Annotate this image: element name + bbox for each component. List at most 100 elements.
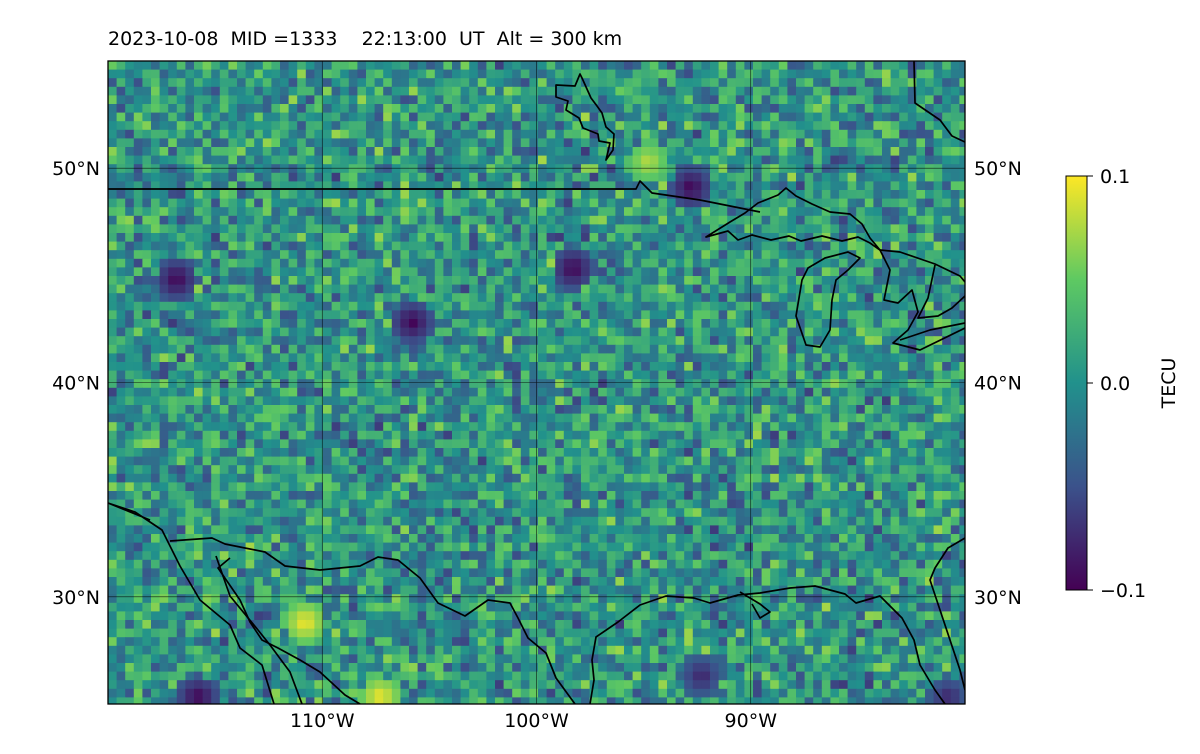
tec-cell bbox=[925, 439, 935, 449]
tec-cell bbox=[108, 138, 118, 148]
tec-cell bbox=[417, 250, 427, 260]
tec-cell bbox=[753, 482, 763, 492]
tec-cell bbox=[245, 121, 255, 131]
tec-cell bbox=[581, 121, 591, 131]
tec-cell bbox=[159, 121, 169, 131]
tec-cell bbox=[899, 155, 909, 165]
tec-cell bbox=[916, 310, 926, 320]
tec-cell bbox=[624, 284, 634, 294]
tec-cell bbox=[245, 387, 255, 397]
tec-cell bbox=[477, 198, 487, 208]
tec-cell bbox=[624, 276, 634, 286]
tec-cell bbox=[796, 138, 806, 148]
tec-cell bbox=[942, 147, 952, 157]
tec-cell bbox=[426, 422, 436, 432]
tec-cell bbox=[675, 473, 685, 483]
tec-cell bbox=[813, 465, 823, 475]
tec-cell bbox=[520, 95, 530, 105]
tec-cell bbox=[813, 86, 823, 96]
tec-cell bbox=[950, 284, 960, 294]
tec-cell bbox=[262, 301, 272, 311]
tec-cell bbox=[391, 190, 401, 200]
tec-cell bbox=[649, 482, 659, 492]
tec-cell bbox=[400, 370, 410, 380]
tec-cell bbox=[856, 147, 866, 157]
tec-cell bbox=[649, 155, 659, 165]
tec-cell bbox=[701, 310, 711, 320]
tec-cell bbox=[520, 190, 530, 200]
tec-cell bbox=[125, 301, 135, 311]
tec-cell bbox=[735, 129, 745, 139]
tec-cell bbox=[348, 267, 358, 277]
tec-cell bbox=[512, 422, 522, 432]
tec-cell bbox=[761, 86, 771, 96]
tec-cell bbox=[882, 276, 892, 286]
tec-cell bbox=[374, 413, 384, 423]
tec-cell bbox=[452, 439, 462, 449]
tec-cell bbox=[675, 456, 685, 466]
tec-cell bbox=[400, 456, 410, 466]
tec-cell bbox=[804, 482, 814, 492]
tec-cell bbox=[452, 327, 462, 337]
tec-cell bbox=[624, 267, 634, 277]
tec-cell bbox=[632, 86, 642, 96]
tec-cell bbox=[572, 293, 582, 303]
tec-cell bbox=[701, 121, 711, 131]
tec-cell bbox=[469, 293, 479, 303]
tec-cell bbox=[512, 353, 522, 363]
tec-cell bbox=[907, 250, 917, 260]
tec-cell bbox=[426, 104, 436, 114]
tec-cell bbox=[864, 138, 874, 148]
tec-cell bbox=[770, 198, 780, 208]
tec-cell bbox=[778, 86, 788, 96]
tec-cell bbox=[563, 293, 573, 303]
tec-cell bbox=[348, 310, 358, 320]
tec-cell bbox=[254, 61, 264, 71]
tec-cell bbox=[280, 482, 290, 492]
tec-cell bbox=[581, 396, 591, 406]
tec-cell bbox=[245, 233, 255, 243]
tec-cell bbox=[598, 413, 608, 423]
tec-cell bbox=[925, 473, 935, 483]
tec-cell bbox=[641, 138, 651, 148]
tec-cell bbox=[692, 319, 702, 329]
tec-cell bbox=[796, 473, 806, 483]
tec-cell bbox=[839, 138, 849, 148]
tec-cell bbox=[882, 327, 892, 337]
tec-cell bbox=[348, 190, 358, 200]
tec-cell bbox=[323, 276, 333, 286]
tec-cell bbox=[907, 233, 917, 243]
tec-cell bbox=[219, 61, 229, 71]
tec-cell bbox=[873, 258, 883, 268]
tec-cell bbox=[839, 344, 849, 354]
tec-cell bbox=[503, 473, 513, 483]
tec-cell bbox=[615, 276, 625, 286]
tec-cell bbox=[606, 422, 616, 432]
tec-cell bbox=[254, 336, 264, 346]
tec-cell bbox=[185, 138, 195, 148]
tec-cell bbox=[572, 258, 582, 268]
tec-cell bbox=[383, 456, 393, 466]
tec-cell bbox=[116, 164, 126, 174]
tec-cell bbox=[357, 456, 367, 466]
tec-cell bbox=[813, 250, 823, 260]
tec-cell bbox=[615, 258, 625, 268]
tec-cell bbox=[727, 379, 737, 389]
tec-cell bbox=[477, 439, 487, 449]
tec-cell bbox=[168, 465, 178, 475]
tec-cell bbox=[262, 190, 272, 200]
tec-cell bbox=[615, 284, 625, 294]
tec-cell bbox=[890, 147, 900, 157]
tec-cell bbox=[383, 319, 393, 329]
tec-cell bbox=[916, 181, 926, 191]
tec-cell bbox=[409, 473, 419, 483]
tec-cell bbox=[856, 379, 866, 389]
tec-cell bbox=[718, 370, 728, 380]
tec-cell bbox=[925, 405, 935, 415]
tec-cell bbox=[409, 215, 419, 225]
tec-cell bbox=[667, 95, 677, 105]
tec-cell bbox=[331, 104, 341, 114]
tec-cell bbox=[245, 482, 255, 492]
tec-cell bbox=[288, 276, 298, 286]
tec-cell bbox=[830, 327, 840, 337]
